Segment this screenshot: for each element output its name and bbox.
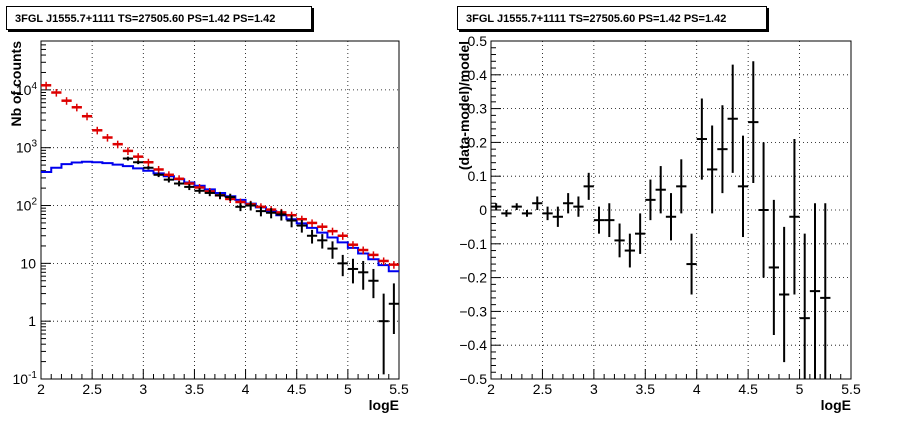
y-tick-label: −0.1: [459, 236, 487, 252]
x-tick-label: 2: [487, 381, 495, 397]
x-tick-label: 3: [590, 381, 598, 397]
y-tick-label: 0.2: [468, 134, 488, 150]
y-tick-label: −0.5: [459, 371, 487, 387]
y-tick-label: 0.4: [468, 67, 488, 83]
y-tick-label: −0.4: [459, 337, 487, 353]
x-tick-label: 4: [693, 381, 701, 397]
x-tick-label: 3.5: [185, 381, 205, 397]
y-tick-label: 103: [16, 139, 38, 156]
x-tick-label: 2.5: [533, 381, 553, 397]
y-tick-label: 0.5: [468, 33, 488, 49]
x-axis-title: logE: [821, 397, 851, 413]
y-tick-label: 104: [16, 81, 38, 98]
x-tick-label: 4: [242, 381, 250, 397]
x-tick-label: 4.5: [287, 381, 307, 397]
x-tick-label: 2.5: [82, 381, 102, 397]
chart-title: 3FGL J1555.7+1111 TS=27505.60 PS=1.42 PS…: [457, 6, 767, 30]
y-tick-label: 0: [479, 202, 487, 218]
y-axis-title: Nb of counts: [8, 41, 24, 127]
chart-title: 3FGL J1555.7+1111 TS=27505.60 PS=1.42 PS…: [6, 6, 312, 30]
y-tick-label: 1: [28, 313, 36, 329]
counts-spectrum-plot: 2 2.5 3 3.5 4 4.5 5 5.5 10-1 1 10 102 103 104 logE Nb o…: [8, 40, 409, 413]
y-tick-label: 102: [16, 197, 38, 214]
residuals-pad: 2 2.5 3 3.5 4 4.5 5 5.5 −0.5 −0.4 −0.3 −0.2 −0.1 0 0.1…: [449, 0, 898, 421]
y-tick-label: −0.2: [459, 270, 487, 286]
y-tick-label: −0.3: [459, 303, 487, 319]
y-tick-label: 0.3: [468, 101, 488, 117]
y-tick-label: 10-1: [13, 370, 38, 387]
x-tick-label: 5: [344, 381, 352, 397]
x-tick-label: 3: [139, 381, 147, 397]
counts-spectrum-pad: 2 2.5 3 3.5 4 4.5 5 5.5 10-1 1 10 102 103 104 logE Nb o…: [6, 6, 409, 413]
model-component-line: [41, 160, 399, 273]
x-tick-label: 5: [796, 381, 804, 397]
y-axis-title: (data-model)/model: [456, 41, 472, 170]
x-tick-label: 2: [37, 381, 45, 397]
y-tick-label: 0.1: [468, 168, 488, 184]
x-axis-title: logE: [369, 397, 399, 413]
x-tick-label: 5.5: [389, 381, 409, 397]
plot-frame: [40, 40, 400, 380]
x-tick-label: 5.5: [841, 381, 861, 397]
residuals-plot: 2 2.5 3 3.5 4 4.5 5 5.5 −0.5 −0.4 −0.3 −0.2 −0.1 0 0.1…: [456, 33, 861, 413]
x-tick-label: 3.5: [636, 381, 656, 397]
x-tick-label: 4.5: [738, 381, 758, 397]
y-tick-label: 10: [20, 255, 36, 271]
